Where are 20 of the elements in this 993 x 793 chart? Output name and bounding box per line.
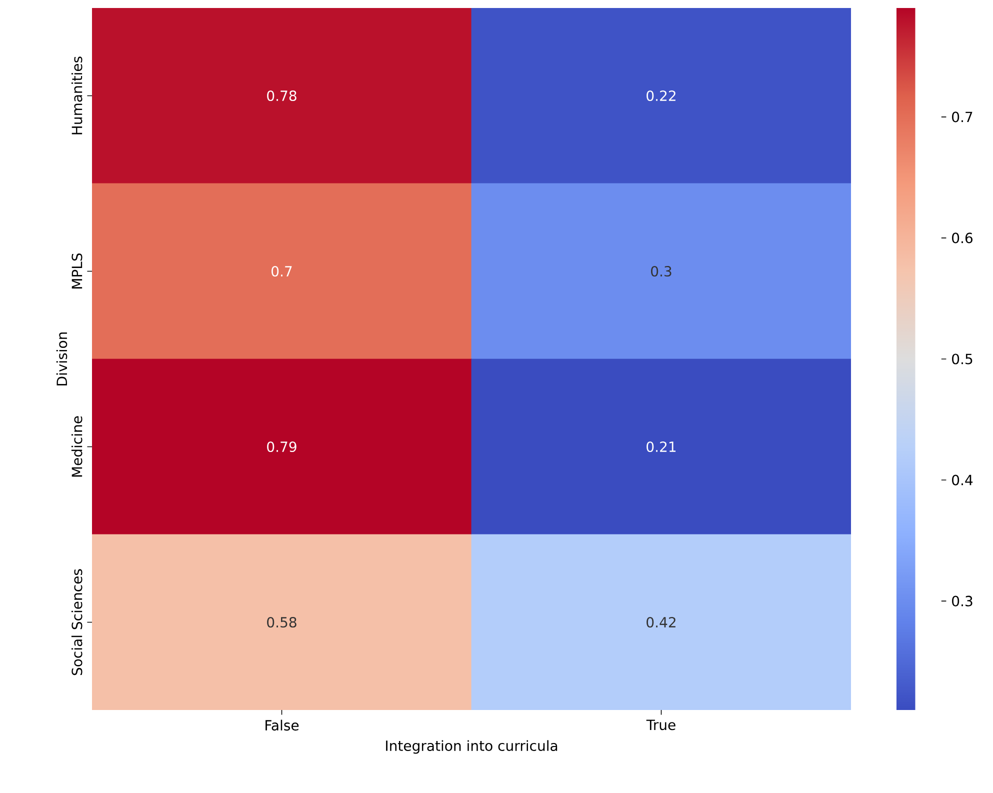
data-label: 0.79 bbox=[267, 441, 296, 452]
y-tick-label: Social Sciences bbox=[71, 569, 82, 676]
data-label: 0.21 bbox=[646, 441, 676, 452]
color-bar-label: 0.4 bbox=[952, 474, 973, 486]
y-tick-label: Medicine bbox=[71, 416, 82, 477]
color-bar-label: 0.7 bbox=[952, 112, 972, 122]
x-axis-title: Integration into curricula bbox=[386, 740, 558, 754]
x-tick-label: True bbox=[646, 720, 676, 730]
color-bar-label: 0.3 bbox=[952, 596, 972, 606]
color-bar-label: 0.6 bbox=[952, 232, 972, 244]
y-tick-label: Humanities bbox=[71, 56, 82, 134]
data-label: 0.42 bbox=[646, 616, 676, 628]
data-label: 0.78 bbox=[267, 90, 296, 102]
color-bar-label: 0.5 bbox=[952, 354, 972, 364]
data-label: 0.3 bbox=[651, 266, 672, 277]
data-label: 0.22 bbox=[646, 90, 676, 102]
data-label: 0.58 bbox=[267, 616, 296, 628]
y-tick-label: MPLS bbox=[72, 253, 82, 288]
y-axis-title: Division bbox=[56, 332, 68, 386]
x-tick-label: False bbox=[266, 720, 299, 731]
